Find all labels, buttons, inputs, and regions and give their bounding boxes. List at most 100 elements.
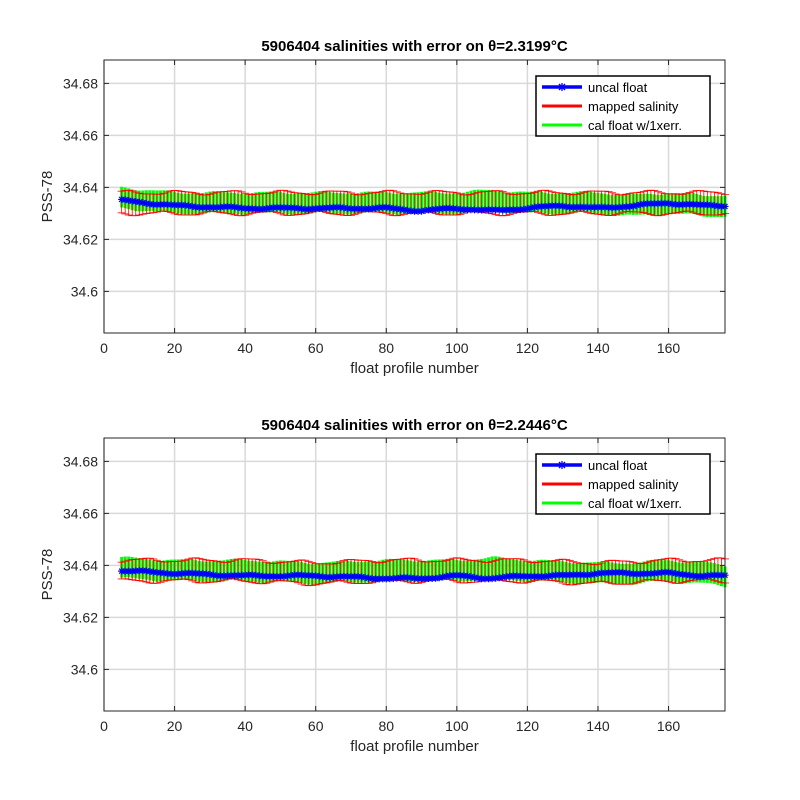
uncal-float-marker [612,568,620,576]
uncal-float-marker [418,207,426,215]
uncal-float-marker [188,569,196,577]
uncal-float-marker [213,203,221,211]
uncal-float-marker [686,200,694,208]
uncal-float-marker [167,570,175,578]
uncal-float-marker [312,205,320,213]
y-tick-label: 34.66 [63,505,98,521]
uncal-float-marker [485,575,493,583]
uncal-float-marker [499,573,507,581]
uncal-float-marker [675,201,683,209]
uncal-float-marker [538,573,546,581]
x-tick-label: 60 [308,340,324,356]
uncal-float-marker [178,570,186,578]
uncal-float-marker [668,200,676,208]
uncal-float-marker [541,572,549,580]
uncal-float-marker [160,200,168,208]
uncal-float-marker [605,203,613,211]
uncal-float-marker [488,206,496,214]
uncal-float-marker [351,205,359,213]
uncal-float-marker [195,203,203,211]
uncal-float-marker [294,204,302,212]
uncal-float-marker [647,570,655,578]
uncal-float-marker [174,201,182,209]
legend-label-1: uncal float [588,458,648,473]
uncal-float-marker [460,206,468,214]
uncal-float-marker [227,203,235,211]
uncal-float-marker [245,571,253,579]
uncal-float-marker [590,203,598,211]
uncal-float-marker [393,205,401,213]
uncal-float-marker [492,206,500,214]
uncal-float-marker [594,203,602,211]
uncal-float-marker [608,569,616,577]
uncal-float-marker [368,575,376,583]
uncal-float-marker [478,206,486,214]
series-mapped-salinity-errorbars [117,557,729,587]
uncal-float-marker [463,572,471,580]
uncal-float-marker [569,571,577,579]
uncal-float-marker [202,570,210,578]
x-tick-label: 140 [586,340,610,356]
uncal-float-marker [160,569,168,577]
uncal-float-marker [291,571,299,579]
uncal-float-marker [396,574,404,582]
uncal-float-marker [298,205,306,213]
uncal-float-marker [629,570,637,578]
uncal-float-marker [541,202,549,210]
uncal-float-marker [315,204,323,212]
uncal-float-marker [474,574,482,582]
series-uncal-float [118,567,729,583]
y-tick-label: 34.64 [63,179,98,195]
uncal-float-marker [643,570,651,578]
uncal-float-marker [280,572,288,580]
uncal-float-marker [696,572,704,580]
uncal-float-marker [305,571,313,579]
uncal-float-marker [509,572,517,580]
uncal-float-marker [181,569,189,577]
uncal-float-marker [474,206,482,214]
uncal-float-marker [598,569,606,577]
uncal-float-marker [453,205,461,213]
uncal-float-marker [149,201,157,209]
uncal-float-marker [234,204,242,212]
uncal-float-marker [287,204,295,212]
uncal-float-marker [717,571,725,579]
uncal-float-marker [153,201,161,209]
x-tick-label: 140 [586,718,610,734]
uncal-float-marker [280,204,288,212]
uncal-float-marker [530,572,538,580]
uncal-float-marker [707,201,715,209]
y-tick-label: 34.66 [63,127,98,143]
x-axis-label: float profile number [350,360,478,377]
uncal-float-marker [400,206,408,214]
uncal-float-marker [626,569,634,577]
uncal-float-marker [206,570,214,578]
uncal-float-marker [576,203,584,211]
uncal-float-marker [354,573,362,581]
uncal-float-marker [248,571,256,579]
uncal-float-marker [714,571,722,579]
uncal-float-marker [386,204,394,212]
uncal-float-marker [520,205,528,213]
uncal-float-marker [488,575,496,583]
uncal-float-marker [255,572,263,580]
y-axis-label: PSS-78 [39,171,56,223]
uncal-float-marker [689,572,697,580]
uncal-float-marker [167,201,175,209]
legend: uncal float mapped salinity cal float w/1x… [535,75,711,137]
uncal-float-marker [481,575,489,583]
uncal-float-marker [545,572,553,580]
uncal-float-marker [629,202,637,210]
uncal-float-marker [382,575,390,583]
uncal-float-marker [650,569,658,577]
uncal-float-marker [185,202,193,210]
uncal-float-marker [322,573,330,581]
uncal-float-marker [605,569,613,577]
uncal-float-marker [467,206,475,214]
uncal-float-marker [661,199,669,207]
uncal-float-marker [400,573,408,581]
uncal-float-marker [375,575,383,583]
x-tick-label: 20 [167,340,183,356]
uncal-float-marker [389,204,397,212]
x-tick-label: 100 [445,718,469,734]
